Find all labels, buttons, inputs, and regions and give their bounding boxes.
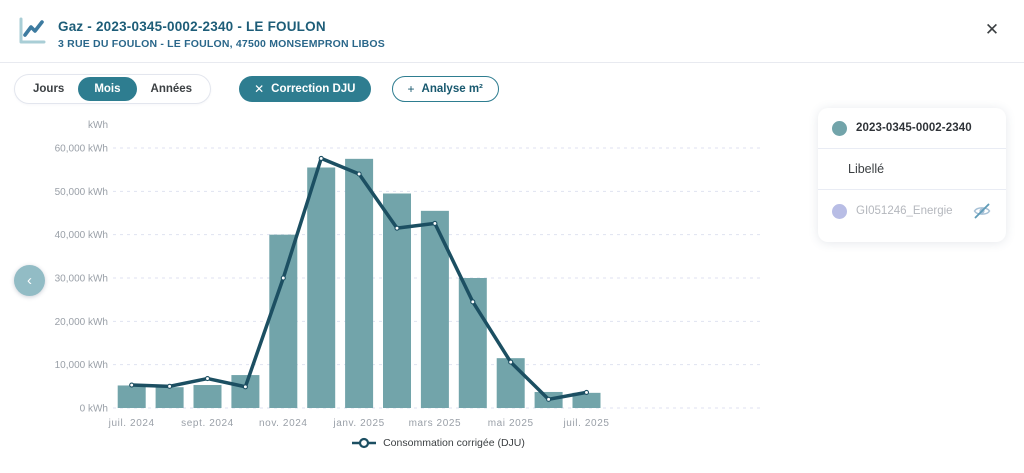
legend-label: Consommation corrigée (DJU)	[383, 437, 525, 449]
svg-text:sept. 2024: sept. 2024	[181, 418, 234, 429]
site-address: 3 RUE DU FOULON - LE FOULON, 47500 MONSE…	[58, 38, 385, 50]
series-name: GI051246_Energie	[856, 205, 953, 217]
analyse-m2-label: Analyse m²	[421, 83, 483, 95]
svg-text:janv. 2025: janv. 2025	[332, 418, 384, 429]
tab-jours[interactable]: Jours	[33, 83, 65, 95]
series-row[interactable]: GI051246_Energie	[818, 190, 1006, 232]
svg-text:mai 2025: mai 2025	[488, 418, 534, 429]
svg-text:juil. 2024: juil. 2024	[108, 418, 155, 429]
line-marker-icon	[352, 437, 377, 449]
legend-item-dju[interactable]: Consommation corrigée (DJU)	[351, 437, 525, 449]
svg-text:nov. 2024: nov. 2024	[259, 418, 308, 429]
line-chart-icon	[14, 13, 50, 49]
chart-legend: Consommation corrigée (DJU)	[113, 437, 763, 449]
svg-text:10,000 kWh: 10,000 kWh	[55, 360, 108, 371]
chevron-left-icon: ‹	[27, 272, 32, 289]
tab-annees[interactable]: Années	[150, 83, 193, 95]
eye-slash-icon[interactable]	[972, 201, 992, 221]
label-row: Libellé	[818, 149, 1006, 189]
previous-period-button[interactable]: ‹	[14, 265, 45, 296]
meter-header-row: 2023-0345-0002-2340	[818, 108, 1006, 148]
svg-text:mars 2025: mars 2025	[409, 418, 462, 429]
svg-text:20,000 kWh: 20,000 kWh	[55, 317, 108, 328]
close-icon: ✕	[254, 82, 265, 96]
tab-mois[interactable]: Mois	[78, 77, 137, 101]
svg-text:0 kWh: 0 kWh	[80, 404, 108, 415]
svg-text:50,000 kWh: 50,000 kWh	[55, 187, 108, 198]
consumption-chart[interactable]: 0 kWh 10,000 kWh 20,000 kWh 30,000 kWh 40,00…	[0, 112, 780, 434]
page-title: Gaz - 2023-0345-0002-2340 - LE FOULON	[58, 19, 326, 34]
card-divider	[818, 148, 1006, 149]
close-icon[interactable]: ✕	[984, 20, 1000, 39]
plus-icon: +	[407, 82, 415, 96]
svg-text:40,000 kWh: 40,000 kWh	[55, 230, 108, 241]
consumption-chart-svg: 0 kWh 10,000 kWh 20,000 kWh 30,000 kWh 40,00…	[55, 120, 763, 429]
period-segmented-control: Jours Mois Années	[14, 74, 212, 104]
svg-text:60,000 kWh: 60,000 kWh	[55, 144, 108, 155]
card-divider	[818, 189, 1006, 190]
svg-text:kWh: kWh	[88, 120, 108, 131]
meter-id: 2023-0345-0002-2340	[856, 122, 972, 134]
svg-text:30,000 kWh: 30,000 kWh	[55, 274, 108, 285]
analyse-m2-button[interactable]: + Analyse m²	[391, 76, 499, 102]
header-divider	[0, 62, 1024, 63]
meter-color-dot	[832, 120, 847, 136]
correction-dju-button[interactable]: ✕ Correction DJU	[239, 76, 371, 102]
correction-dju-label: Correction DJU	[271, 83, 356, 95]
label-field: Libellé	[848, 162, 885, 176]
series-color-dot	[832, 203, 847, 219]
toolbar: Jours Mois Années ✕ Correction DJU + Ana…	[14, 74, 499, 104]
series-panel: 2023-0345-0002-2340 Libellé GI051246_Ene…	[818, 108, 1006, 242]
svg-text:juil. 2025: juil. 2025	[562, 418, 609, 429]
